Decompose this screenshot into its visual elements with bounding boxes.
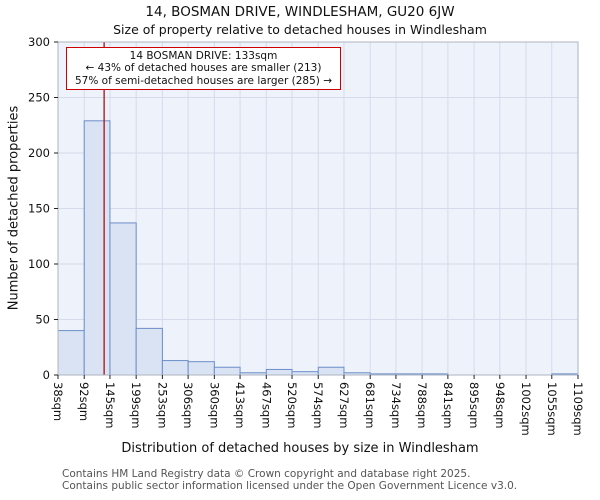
svg-text:300: 300 [28, 35, 50, 49]
svg-text:841sqm: 841sqm [441, 382, 455, 428]
svg-text:200: 200 [28, 146, 50, 160]
svg-text:574sqm: 574sqm [311, 382, 325, 428]
svg-text:948sqm: 948sqm [493, 382, 507, 428]
svg-text:150: 150 [28, 202, 50, 216]
footer-line-1: Contains HM Land Registry data © Crown c… [62, 468, 471, 480]
svg-text:1055sqm: 1055sqm [545, 382, 559, 436]
y-axis-title: Number of detached properties [6, 105, 22, 311]
marker-annotation: 14 BOSMAN DRIVE: 133sqm ← 43% of detache… [66, 47, 341, 91]
svg-text:1002sqm: 1002sqm [519, 382, 533, 436]
annotation-line-1: 14 BOSMAN DRIVE: 133sqm [129, 50, 278, 62]
footer-line-2: Contains public sector information licen… [62, 480, 518, 493]
svg-text:467sqm: 467sqm [259, 382, 273, 428]
svg-text:306sqm: 306sqm [181, 382, 195, 428]
chart-svg: 0 50 100 150 200 250 300 38sqm 92sqm 145sqm 199sqm… [28, 35, 585, 436]
svg-text:38sqm: 38sqm [51, 382, 65, 421]
svg-text:788sqm: 788sqm [415, 382, 429, 428]
svg-text:253sqm: 253sqm [155, 382, 169, 428]
svg-text:100: 100 [28, 257, 50, 271]
attribution-footer: Contains HM Land Registry data © Crown c… [62, 468, 517, 492]
svg-text:681sqm: 681sqm [363, 382, 377, 428]
svg-text:0: 0 [43, 368, 50, 382]
svg-text:145sqm: 145sqm [103, 382, 117, 428]
svg-text:520sqm: 520sqm [285, 382, 299, 428]
svg-text:250: 250 [28, 91, 50, 105]
svg-text:199sqm: 199sqm [129, 382, 143, 428]
svg-text:413sqm: 413sqm [233, 382, 247, 428]
svg-text:734sqm: 734sqm [389, 382, 403, 428]
svg-text:895sqm: 895sqm [467, 382, 481, 428]
annotation-line-3: 57% of semi-detached houses are larger (… [75, 74, 332, 87]
svg-text:92sqm: 92sqm [77, 382, 91, 421]
x-axis-title: Distribution of detached houses by size … [121, 441, 479, 456]
chart-title: 14, BOSMAN DRIVE, WINDLESHAM, GU20 6JW [145, 4, 455, 20]
svg-text:1109sqm: 1109sqm [571, 382, 585, 436]
svg-text:627sqm: 627sqm [337, 382, 351, 428]
annotation-line-2: ← 43% of detached houses are smaller (21… [85, 62, 322, 75]
svg-text:50: 50 [35, 313, 50, 327]
svg-text:360sqm: 360sqm [207, 382, 221, 428]
chart-subtitle: Size of property relative to detached ho… [113, 22, 487, 37]
